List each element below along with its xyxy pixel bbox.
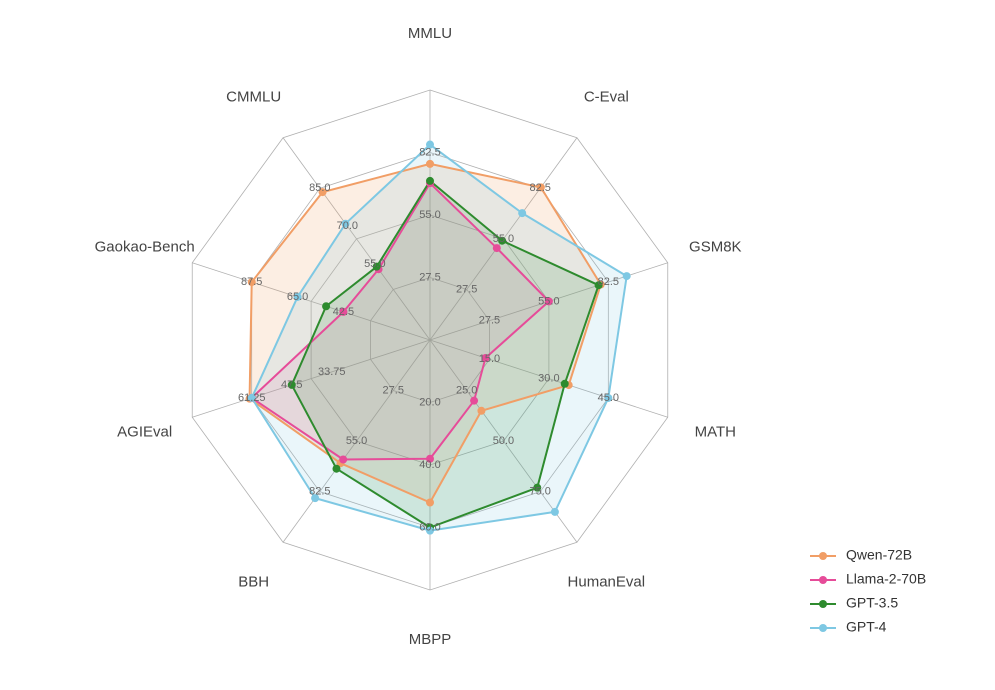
tick-label: 55.0: [346, 435, 367, 447]
axis-label-Gaokao-Bench: Gaokao-Bench: [95, 238, 195, 255]
series-marker: [426, 499, 434, 507]
tick-label: 27.5: [419, 271, 440, 283]
tick-label: 75.0: [529, 486, 550, 498]
tick-label: 20.0: [419, 396, 440, 408]
series-marker: [477, 407, 485, 415]
tick-label: 40.0: [419, 459, 440, 471]
series-marker: [426, 160, 434, 168]
axis-label-HumanEval: HumanEval: [568, 574, 646, 591]
tick-label: 55.0: [493, 233, 514, 245]
tick-label: 45.0: [598, 392, 619, 404]
tick-label: 55.0: [538, 295, 559, 307]
axis-label-CMMLU: CMMLU: [226, 88, 281, 105]
radar-svg: 27.5 55.0 82.5 27.5 55.0 82.5 27.5 55.0 82.5 15.0…: [0, 0, 995, 690]
tick-label: 27.5: [383, 384, 404, 396]
series-marker: [493, 244, 501, 252]
legend-label: GPT-3.5: [846, 595, 898, 611]
legend-marker: [819, 552, 827, 560]
tick-label: 47.5: [281, 379, 302, 391]
axis-label-MATH: MATH: [695, 424, 736, 441]
legend-label: Qwen-72B: [846, 547, 912, 563]
tick-label: 82.5: [419, 146, 440, 158]
radar-chart: 27.5 55.0 82.5 27.5 55.0 82.5 27.5 55.0 82.5 15.0…: [0, 0, 995, 690]
series-marker: [561, 380, 569, 388]
axis-label-GSM8K: GSM8K: [689, 238, 742, 255]
tick-label: 30.0: [538, 373, 559, 385]
tick-label: 82.5: [598, 276, 619, 288]
series-marker: [470, 397, 478, 405]
legend-marker: [819, 576, 827, 584]
tick-label: 85.0: [309, 182, 330, 194]
tick-label: 65.0: [287, 291, 308, 303]
tick-label: 25.0: [456, 384, 477, 396]
tick-label: 33.75: [318, 366, 346, 378]
tick-label: 27.5: [479, 315, 500, 327]
tick-label: 42.5: [333, 306, 354, 318]
tick-label: 87.5: [241, 276, 262, 288]
legend-marker: [819, 600, 827, 608]
tick-label: 70.0: [337, 220, 358, 232]
tick-label: 60.0: [419, 521, 440, 533]
tick-label: 61.25: [238, 392, 266, 404]
series-marker: [339, 456, 347, 464]
series-marker: [551, 508, 559, 516]
series-marker: [518, 209, 526, 217]
series-marker: [426, 177, 434, 185]
series-marker: [322, 302, 330, 310]
legend-marker: [819, 624, 827, 632]
legend-label: GPT-4: [846, 619, 887, 635]
series-marker: [623, 272, 631, 280]
tick-label: 55.0: [364, 258, 385, 270]
axis-label-MMLU: MMLU: [408, 25, 452, 42]
tick-label: 50.0: [493, 435, 514, 447]
legend-label: Llama-2-70B: [846, 571, 926, 587]
axis-label-BBH: BBH: [238, 574, 269, 591]
tick-label: 55.0: [419, 209, 440, 221]
tick-label: 82.5: [529, 182, 550, 194]
axis-label-MBPP: MBPP: [409, 631, 452, 648]
tick-label: 82.5: [309, 486, 330, 498]
axis-label-AGIEval: AGIEval: [117, 424, 172, 441]
tick-label: 15.0: [479, 353, 500, 365]
tick-label: 27.5: [456, 283, 477, 295]
series-marker: [332, 465, 340, 473]
axis-label-C-Eval: C-Eval: [584, 88, 629, 105]
